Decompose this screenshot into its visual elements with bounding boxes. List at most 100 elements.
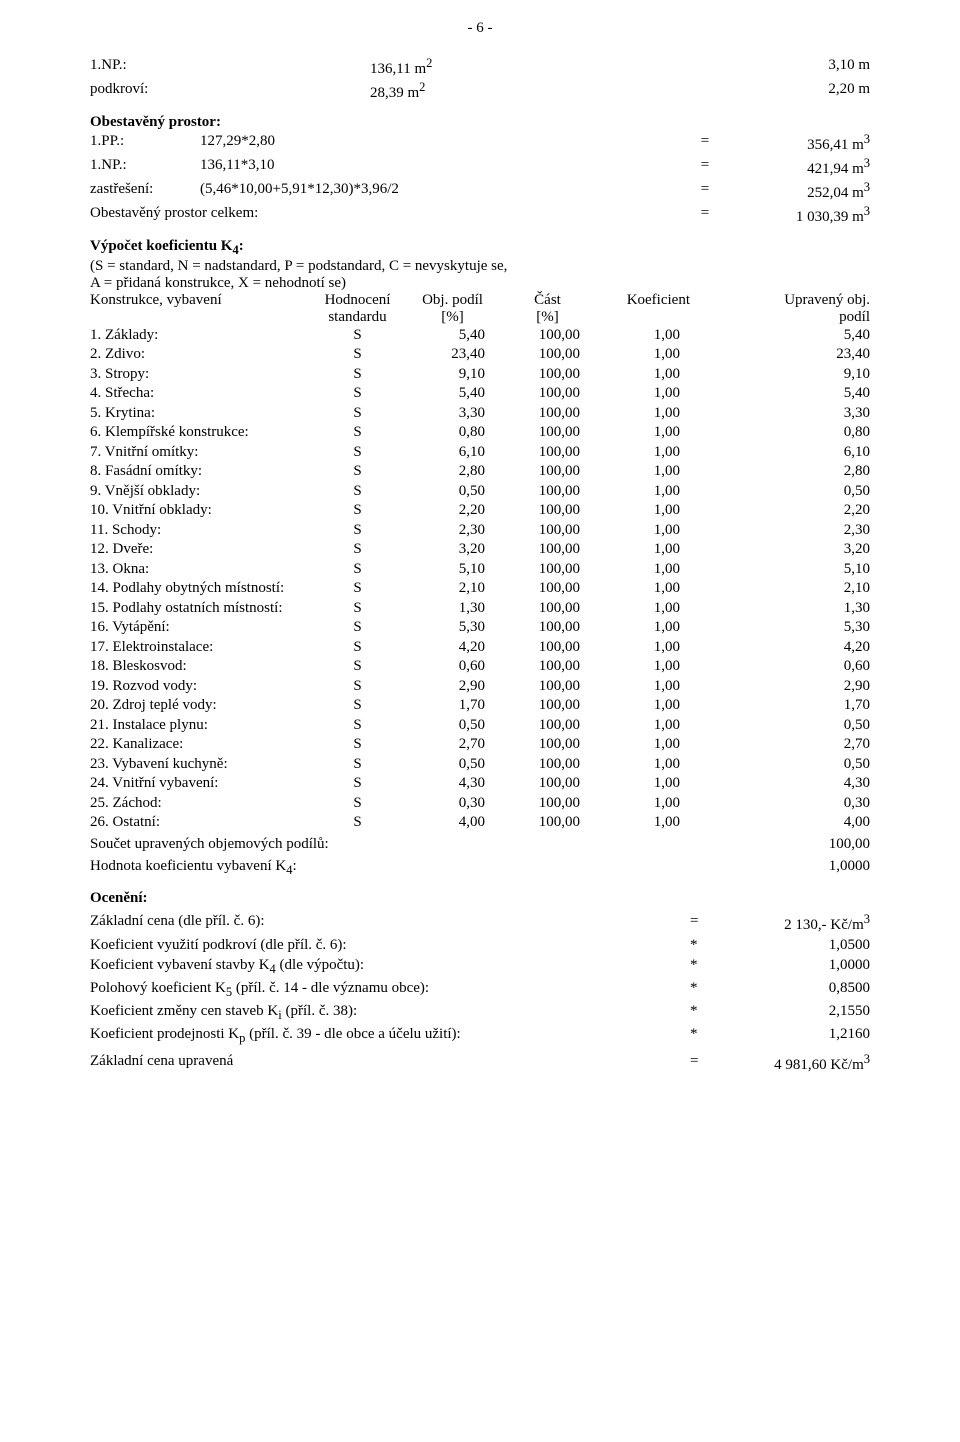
th-koef: Koeficient <box>595 292 690 309</box>
td-koef: 1,00 <box>595 794 690 814</box>
td-obj: 1,30 <box>405 599 500 619</box>
oc-label: Koeficient vybavení stavby K4 (dle výpoč… <box>90 955 690 978</box>
td-koef: 1,00 <box>595 638 690 658</box>
table-row: 23. Vybavení kuchyně:S0,50100,001,000,50 <box>90 755 870 775</box>
floor-area: 136,11 m2 <box>370 55 520 79</box>
td-label: 6. Klempířské konstrukce: <box>90 423 310 443</box>
td-obj: 4,20 <box>405 638 500 658</box>
k4-value-label: Hodnota koeficientu vybavení K4: <box>90 855 720 880</box>
td-upr: 2,80 <box>690 462 870 482</box>
td-part: 100,00 <box>500 677 595 697</box>
td-koef: 1,00 <box>595 677 690 697</box>
table-row: 6. Klempířské konstrukce:S0,80100,001,00… <box>90 423 870 443</box>
td-obj: 0,50 <box>405 755 500 775</box>
table-row: 17. Elektroinstalace:S4,20100,001,004,20 <box>90 638 870 658</box>
table-row: 8. Fasádní omítky:S2,80100,001,002,80 <box>90 462 870 482</box>
page-number: - 6 - <box>90 20 870 37</box>
td-label: 25. Záchod: <box>90 794 310 814</box>
td-obj: 9,10 <box>405 365 500 385</box>
td-koef: 1,00 <box>595 755 690 775</box>
table-row: 3. Stropy:S9,10100,001,009,10 <box>90 365 870 385</box>
td-assess: S <box>310 735 405 755</box>
td-koef: 1,00 <box>595 540 690 560</box>
obest-row: zastřešení:(5,46*10,00+5,91*12,30)*3,96/… <box>90 179 870 203</box>
table-header-row2: standardu [%] [%] podíl <box>90 309 870 326</box>
td-assess: S <box>310 443 405 463</box>
td-assess: S <box>310 482 405 502</box>
table-row: 5. Krytina:S3,30100,001,003,30 <box>90 404 870 424</box>
td-assess: S <box>310 813 405 833</box>
td-assess: S <box>310 326 405 346</box>
obest-heading: Obestavěný prostor: <box>90 114 870 131</box>
oc-row: Koeficient změny cen staveb Ki (příl. č.… <box>90 1001 870 1024</box>
td-part: 100,00 <box>500 365 595 385</box>
td-label: 8. Fasádní omítky: <box>90 462 310 482</box>
td-label: 17. Elektroinstalace: <box>90 638 310 658</box>
oc-row: Koeficient využití podkroví (dle příl. č… <box>90 935 870 955</box>
oc-row: Koeficient vybavení stavby K4 (dle výpoč… <box>90 955 870 978</box>
td-label: 13. Okna: <box>90 560 310 580</box>
td-koef: 1,00 <box>595 384 690 404</box>
td-part: 100,00 <box>500 345 595 365</box>
td-upr: 5,10 <box>690 560 870 580</box>
td-assess: S <box>310 521 405 541</box>
oc-heading: Ocenění: <box>90 890 870 907</box>
td-label: 3. Stropy: <box>90 365 310 385</box>
oc-label: Polohový koeficient K5 (příl. č. 14 - dl… <box>90 978 690 1001</box>
td-part: 100,00 <box>500 696 595 716</box>
td-obj: 4,00 <box>405 813 500 833</box>
td-part: 100,00 <box>500 326 595 346</box>
obest-total-eq: = <box>690 203 720 227</box>
td-label: 11. Schody: <box>90 521 310 541</box>
td-part: 100,00 <box>500 638 595 658</box>
td-assess: S <box>310 794 405 814</box>
td-upr: 0,30 <box>690 794 870 814</box>
td-koef: 1,00 <box>595 501 690 521</box>
td-part: 100,00 <box>500 755 595 775</box>
table-header-row1: Konstrukce, vybavení Hodnocení Obj. podí… <box>90 292 870 309</box>
table-row: 14. Podlahy obytných místností:S2,10100,… <box>90 579 870 599</box>
td-koef: 1,00 <box>595 599 690 619</box>
td-part: 100,00 <box>500 716 595 736</box>
td-upr: 4,00 <box>690 813 870 833</box>
td-upr: 5,40 <box>690 384 870 404</box>
td-label: 19. Rozvod vody: <box>90 677 310 697</box>
td-label: 9. Vnější obklady: <box>90 482 310 502</box>
td-koef: 1,00 <box>595 716 690 736</box>
td-koef: 1,00 <box>595 560 690 580</box>
td-label: 7. Vnitřní omítky: <box>90 443 310 463</box>
td-upr: 6,10 <box>690 443 870 463</box>
table-row: 18. Bleskosvod:S0,60100,001,000,60 <box>90 657 870 677</box>
td-koef: 1,00 <box>595 618 690 638</box>
td-koef: 1,00 <box>595 521 690 541</box>
td-upr: 5,40 <box>690 326 870 346</box>
oc-val: 0,8500 <box>720 978 870 1001</box>
td-koef: 1,00 <box>595 813 690 833</box>
floor-area-row: 1.NP.:136,11 m23,10 m <box>90 55 870 79</box>
td-label: 1. Základy: <box>90 326 310 346</box>
td-part: 100,00 <box>500 462 595 482</box>
floor-height: 2,20 m <box>550 79 870 103</box>
td-assess: S <box>310 579 405 599</box>
td-upr: 4,30 <box>690 774 870 794</box>
td-koef: 1,00 <box>595 423 690 443</box>
table-row: 4. Střecha:S5,40100,001,005,40 <box>90 384 870 404</box>
obest-eq: = <box>690 155 720 179</box>
td-upr: 9,10 <box>690 365 870 385</box>
obest-expr: 136,11*3,10 <box>200 155 690 179</box>
oc-val: 1,2160 <box>720 1024 870 1047</box>
td-koef: 1,00 <box>595 443 690 463</box>
td-upr: 2,20 <box>690 501 870 521</box>
td-upr: 0,80 <box>690 423 870 443</box>
oc-label: Koeficient využití podkroví (dle příl. č… <box>90 935 690 955</box>
td-label: 22. Kanalizace: <box>90 735 310 755</box>
td-part: 100,00 <box>500 735 595 755</box>
td-assess: S <box>310 696 405 716</box>
td-koef: 1,00 <box>595 462 690 482</box>
td-koef: 1,00 <box>595 482 690 502</box>
table-row: 22. Kanalizace:S2,70100,001,002,70 <box>90 735 870 755</box>
td-upr: 2,10 <box>690 579 870 599</box>
obest-row: 1.NP.:136,11*3,10=421,94 m3 <box>90 155 870 179</box>
oc-row: Základní cena (dle příl. č. 6):=2 130,- … <box>90 911 870 935</box>
td-label: 14. Podlahy obytných místností: <box>90 579 310 599</box>
